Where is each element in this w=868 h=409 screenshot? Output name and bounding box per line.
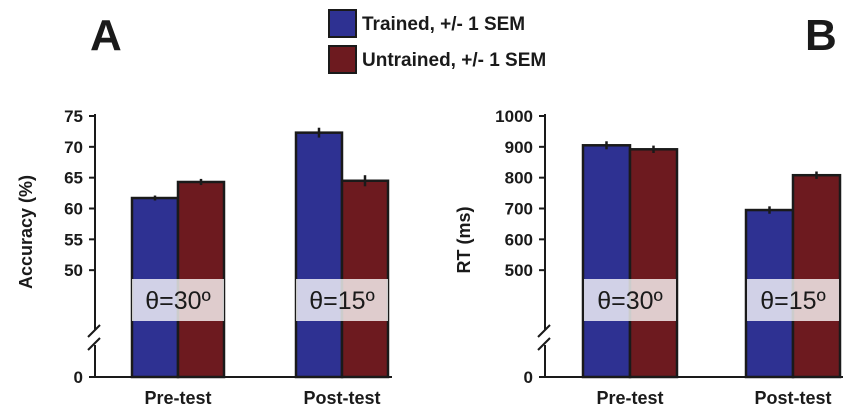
axis-break-mark (537, 337, 551, 351)
x-tick-label: Pre-test (596, 388, 663, 408)
axis-break-mark (537, 324, 551, 338)
y-axis-title: RT (ms) (454, 206, 474, 273)
bar (628, 148, 679, 379)
y-tick-label: 50 (64, 261, 83, 280)
y-tick-label: 1000 (495, 107, 533, 126)
annotation-box (747, 279, 839, 321)
bar (340, 179, 390, 379)
y-tick-label: 800 (505, 169, 533, 188)
axis-break-mark (87, 337, 101, 351)
y-tick-label: 75 (64, 107, 83, 126)
x-tick-label: Post-test (754, 388, 831, 408)
y-tick-label: 600 (505, 230, 533, 249)
y-tick-label: 65 (64, 169, 83, 188)
panel-label-a: A (90, 11, 122, 60)
panel-label-b: B (805, 11, 837, 60)
y-tick-label: 500 (505, 261, 533, 280)
chart-panel-b: 500 600 700 800 900 1000 0 RT (ms) Pre-test θ=30º… (454, 107, 843, 408)
y-tick-label: 55 (64, 230, 83, 249)
y-tick-label-zero: 0 (74, 368, 83, 387)
x-tick-label: Post-test (303, 388, 380, 408)
annotation-label: θ=30º (597, 287, 662, 315)
legend-swatch-untrained (328, 45, 357, 74)
bar (294, 131, 344, 379)
chart-panel-a: 50 55 60 65 70 75 0 Accuracy (%) Pre-test θ=30º Po… (16, 107, 392, 408)
legend-label-untrained: Untrained, +/- 1 SEM (362, 50, 546, 71)
axis-break-mark (87, 324, 101, 338)
annotation-label: θ=30º (145, 287, 210, 315)
legend-swatch-trained (328, 9, 357, 38)
annotation-box (132, 279, 224, 321)
y-tick-label: 900 (505, 138, 533, 157)
legend: Trained, +/- 1 SEM Untrained, +/- 1 SEM (328, 9, 546, 74)
bar (581, 144, 632, 379)
bar (791, 173, 842, 379)
y-tick-label: 70 (64, 138, 83, 157)
y-tick-label-zero: 0 (524, 368, 533, 387)
annotation-label: θ=15º (309, 287, 374, 315)
annotation-box (584, 279, 676, 321)
x-tick-label: Pre-test (144, 388, 211, 408)
annotation-box (296, 279, 388, 321)
annotation-label: θ=15º (760, 287, 825, 315)
y-tick-label: 700 (505, 200, 533, 219)
y-axis-title: Accuracy (%) (16, 175, 36, 289)
y-tick-label: 60 (64, 200, 83, 219)
legend-label-trained: Trained, +/- 1 SEM (362, 14, 525, 35)
